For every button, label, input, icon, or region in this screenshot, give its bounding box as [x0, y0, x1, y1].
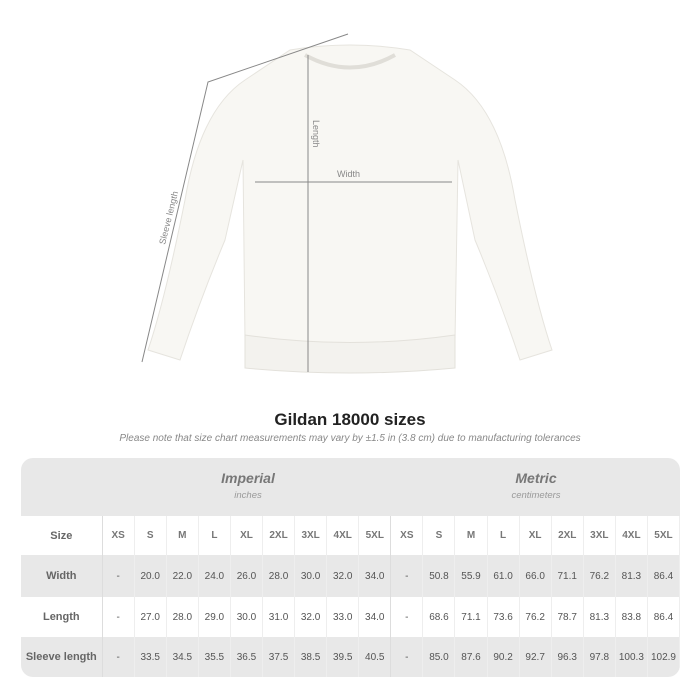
table-cell: 71.1 — [455, 597, 488, 637]
size-header-cell: XS — [103, 516, 135, 555]
table-cell: - — [103, 555, 135, 597]
table-cell: 102.9 — [648, 637, 680, 677]
table-cell: 83.8 — [616, 597, 648, 637]
table-cell: 55.9 — [455, 555, 488, 597]
row-label: Size — [21, 516, 103, 555]
table-cell: 90.2 — [488, 637, 520, 677]
table-cell: - — [103, 597, 135, 637]
table-cell: 86.4 — [648, 597, 680, 637]
size-table: Imperial inches Metric centimeters Size X… — [21, 458, 680, 677]
table-cell: - — [391, 555, 424, 597]
imperial-header: Imperial inches — [104, 470, 392, 501]
table-cell: 71.1 — [552, 555, 584, 597]
size-header-row: Size XS S M L XL 2XL 3XL 4XL 5XL XS S M L XL 2XL 3XL 4XL 5… — [21, 516, 680, 555]
row-label: Width — [21, 555, 103, 597]
table-cell: 28.0 — [167, 597, 199, 637]
table-cell: 27.0 — [135, 597, 167, 637]
imperial-heading: Imperial — [221, 470, 275, 486]
table-cell: 34.0 — [359, 555, 392, 597]
table-cell: 92.7 — [520, 637, 552, 677]
table-cell: 66.0 — [520, 555, 552, 597]
table-cell: 40.5 — [359, 637, 392, 677]
size-header-cell: 3XL — [584, 516, 616, 555]
table-cell: - — [391, 637, 424, 677]
table-cell: 38.5 — [295, 637, 328, 677]
table-cell: 33.5 — [135, 637, 167, 677]
size-header-cell: XL — [231, 516, 263, 555]
metric-header: Metric centimeters — [392, 470, 680, 501]
table-cell: 61.0 — [488, 555, 520, 597]
tolerance-note: Please note that size chart measurements… — [119, 433, 581, 444]
table-cell: 78.7 — [552, 597, 584, 637]
size-header-cell: M — [167, 516, 199, 555]
table-row: Width -20.0 22.0 24.0 26.0 28.0 30.0 32.0 34.0-5… — [21, 555, 680, 597]
size-header-cell: XS — [391, 516, 424, 555]
sleeve-label: Sleeve length — [157, 190, 180, 245]
row-label: Sleeve length — [21, 637, 103, 677]
table-cell: 50.8 — [423, 555, 456, 597]
table-cell: 68.6 — [423, 597, 456, 637]
sweatshirt-illustration: Length Width Sleeve length — [141, 33, 553, 374]
table-cell: 35.5 — [199, 637, 231, 677]
size-header-cell: S — [423, 516, 456, 555]
table-cell: 32.0 — [295, 597, 328, 637]
page-title: Gildan 18000 sizes — [274, 410, 426, 429]
table-cell: 22.0 — [167, 555, 199, 597]
length-label: Length — [311, 120, 321, 148]
table-cell: - — [391, 597, 424, 637]
measurement-lines — [141, 33, 452, 372]
table-cell: 28.0 — [263, 555, 296, 597]
unit-header-band — [21, 458, 680, 516]
table-cell: 30.0 — [231, 597, 263, 637]
table-cell: - — [103, 637, 135, 677]
size-header-cell: 2XL — [552, 516, 584, 555]
table-cell: 37.5 — [263, 637, 296, 677]
table-cell: 76.2 — [584, 555, 616, 597]
size-header-cell: S — [135, 516, 167, 555]
size-header-cell: 4XL — [616, 516, 648, 555]
table-row: Length -27.0 28.0 29.0 30.0 31.0 32.0 33.0 34.0-… — [21, 597, 680, 637]
width-label: Width — [337, 169, 360, 179]
size-header-cell: 5XL — [648, 516, 680, 555]
sweatshirt-body — [147, 44, 553, 361]
size-header-cell: 5XL — [359, 516, 392, 555]
table-cell: 36.5 — [231, 637, 263, 677]
table-cell: 34.0 — [359, 597, 392, 637]
table-cell: 73.6 — [488, 597, 520, 637]
table-cell: 76.2 — [520, 597, 552, 637]
table-cell: 96.3 — [552, 637, 584, 677]
table-cell: 97.8 — [584, 637, 616, 677]
metric-heading: Metric — [515, 470, 557, 486]
metric-unit: centimeters — [511, 490, 561, 501]
table-cell: 26.0 — [231, 555, 263, 597]
table-cell: 30.0 — [295, 555, 328, 597]
table-cell: 32.0 — [327, 555, 360, 597]
table-cell: 87.6 — [455, 637, 488, 677]
table-cell: 31.0 — [263, 597, 296, 637]
size-header-cell: M — [455, 516, 488, 555]
table-cell: 20.0 — [135, 555, 167, 597]
table-cell: 100.3 — [616, 637, 648, 677]
table-cell: 24.0 — [199, 555, 231, 597]
table-cell: 85.0 — [423, 637, 456, 677]
imperial-unit: inches — [234, 490, 262, 501]
size-header-cell: 3XL — [295, 516, 328, 555]
table-cell: 33.0 — [327, 597, 360, 637]
table-cell: 39.5 — [327, 637, 360, 677]
table-cell: 29.0 — [199, 597, 231, 637]
row-label: Length — [21, 597, 103, 637]
table-cell: 86.4 — [648, 555, 680, 597]
size-header-cell: L — [488, 516, 520, 555]
size-header-cell: L — [199, 516, 231, 555]
size-header-cell: 2XL — [263, 516, 296, 555]
table-cell: 34.5 — [167, 637, 199, 677]
size-header-cell: 4XL — [327, 516, 360, 555]
table-cell: 81.3 — [584, 597, 616, 637]
size-header-cell: XL — [520, 516, 552, 555]
table-cell: 81.3 — [616, 555, 648, 597]
table-row: Sleeve length -33.5 34.5 35.5 36.5 37.5 38.5 39… — [21, 637, 680, 677]
